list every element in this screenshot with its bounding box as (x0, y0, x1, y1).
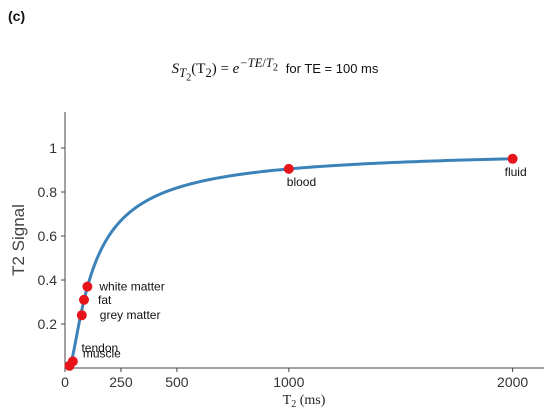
x-tick-label: 500 (165, 374, 189, 390)
y-axis-title: T2 Signal (9, 204, 28, 276)
eq-note: for TE = 100 ms (285, 61, 379, 76)
eq-lhs-subsub: 2 (186, 72, 192, 84)
data-point-muscle (67, 356, 78, 367)
data-label-tendon: tendon (81, 341, 118, 355)
data-point-fat (79, 294, 90, 305)
data-label-muscle: muscle (83, 346, 121, 360)
data-point-blood (283, 163, 294, 174)
y-tick-label: 0.6 (38, 228, 58, 244)
eq-arg-close: ) (211, 61, 217, 77)
eq-exponent: −TE (239, 56, 263, 70)
data-label-blood: blood (287, 175, 316, 189)
x-tick-label: 2000 (497, 374, 528, 390)
data-point-white-matter (82, 281, 93, 292)
x-axis-title-sub: 2 (291, 399, 296, 410)
y-tick-label: 0.8 (38, 184, 58, 200)
eq-exp-denom-sub: 2 (272, 62, 279, 74)
eq-exp-slash: / (262, 56, 266, 70)
x-axis-title-unit: (ms) (296, 393, 326, 408)
x-tick-label: 250 (109, 374, 133, 390)
x-axis-title-main: T (283, 393, 292, 408)
eq-arg-sub: 2 (205, 66, 212, 80)
y-tick-label: 1 (49, 140, 57, 156)
x-tick-label: 1000 (273, 374, 304, 390)
y-tick-label: 0.4 (38, 272, 58, 288)
y-tick-group: 0.2 0.4 0.6 0.8 1 (38, 140, 65, 332)
data-point-group (64, 153, 518, 371)
eq-lhs: S (171, 61, 180, 77)
data-label-fat: fat (98, 293, 112, 307)
eq-arg: (T (191, 61, 206, 77)
eq-exp-denom: T (265, 56, 273, 70)
panel-label: (c) (8, 8, 26, 24)
eq-lhs-sub: T (179, 66, 187, 80)
data-point-fluid (507, 153, 518, 164)
x-axis-title: T2 (ms) (283, 393, 326, 410)
x-tick-label: 0 (61, 374, 69, 390)
data-label-grey-matter: grey matter (100, 308, 161, 322)
data-label-white-matter: white matter (98, 280, 164, 294)
data-point-grey-matter (76, 310, 87, 321)
signal-curve (68, 157, 513, 368)
equation: ST2(T2) = e−TE/T2 for TE = 100 ms (0, 56, 550, 84)
data-label-fluid: fluid (505, 165, 527, 179)
x-tick-group: 0 250 500 1000 2000 (61, 368, 528, 390)
y-tick-label: 0.2 (38, 316, 58, 332)
eq-base: e (232, 61, 240, 77)
eq-equals: = (220, 61, 229, 77)
